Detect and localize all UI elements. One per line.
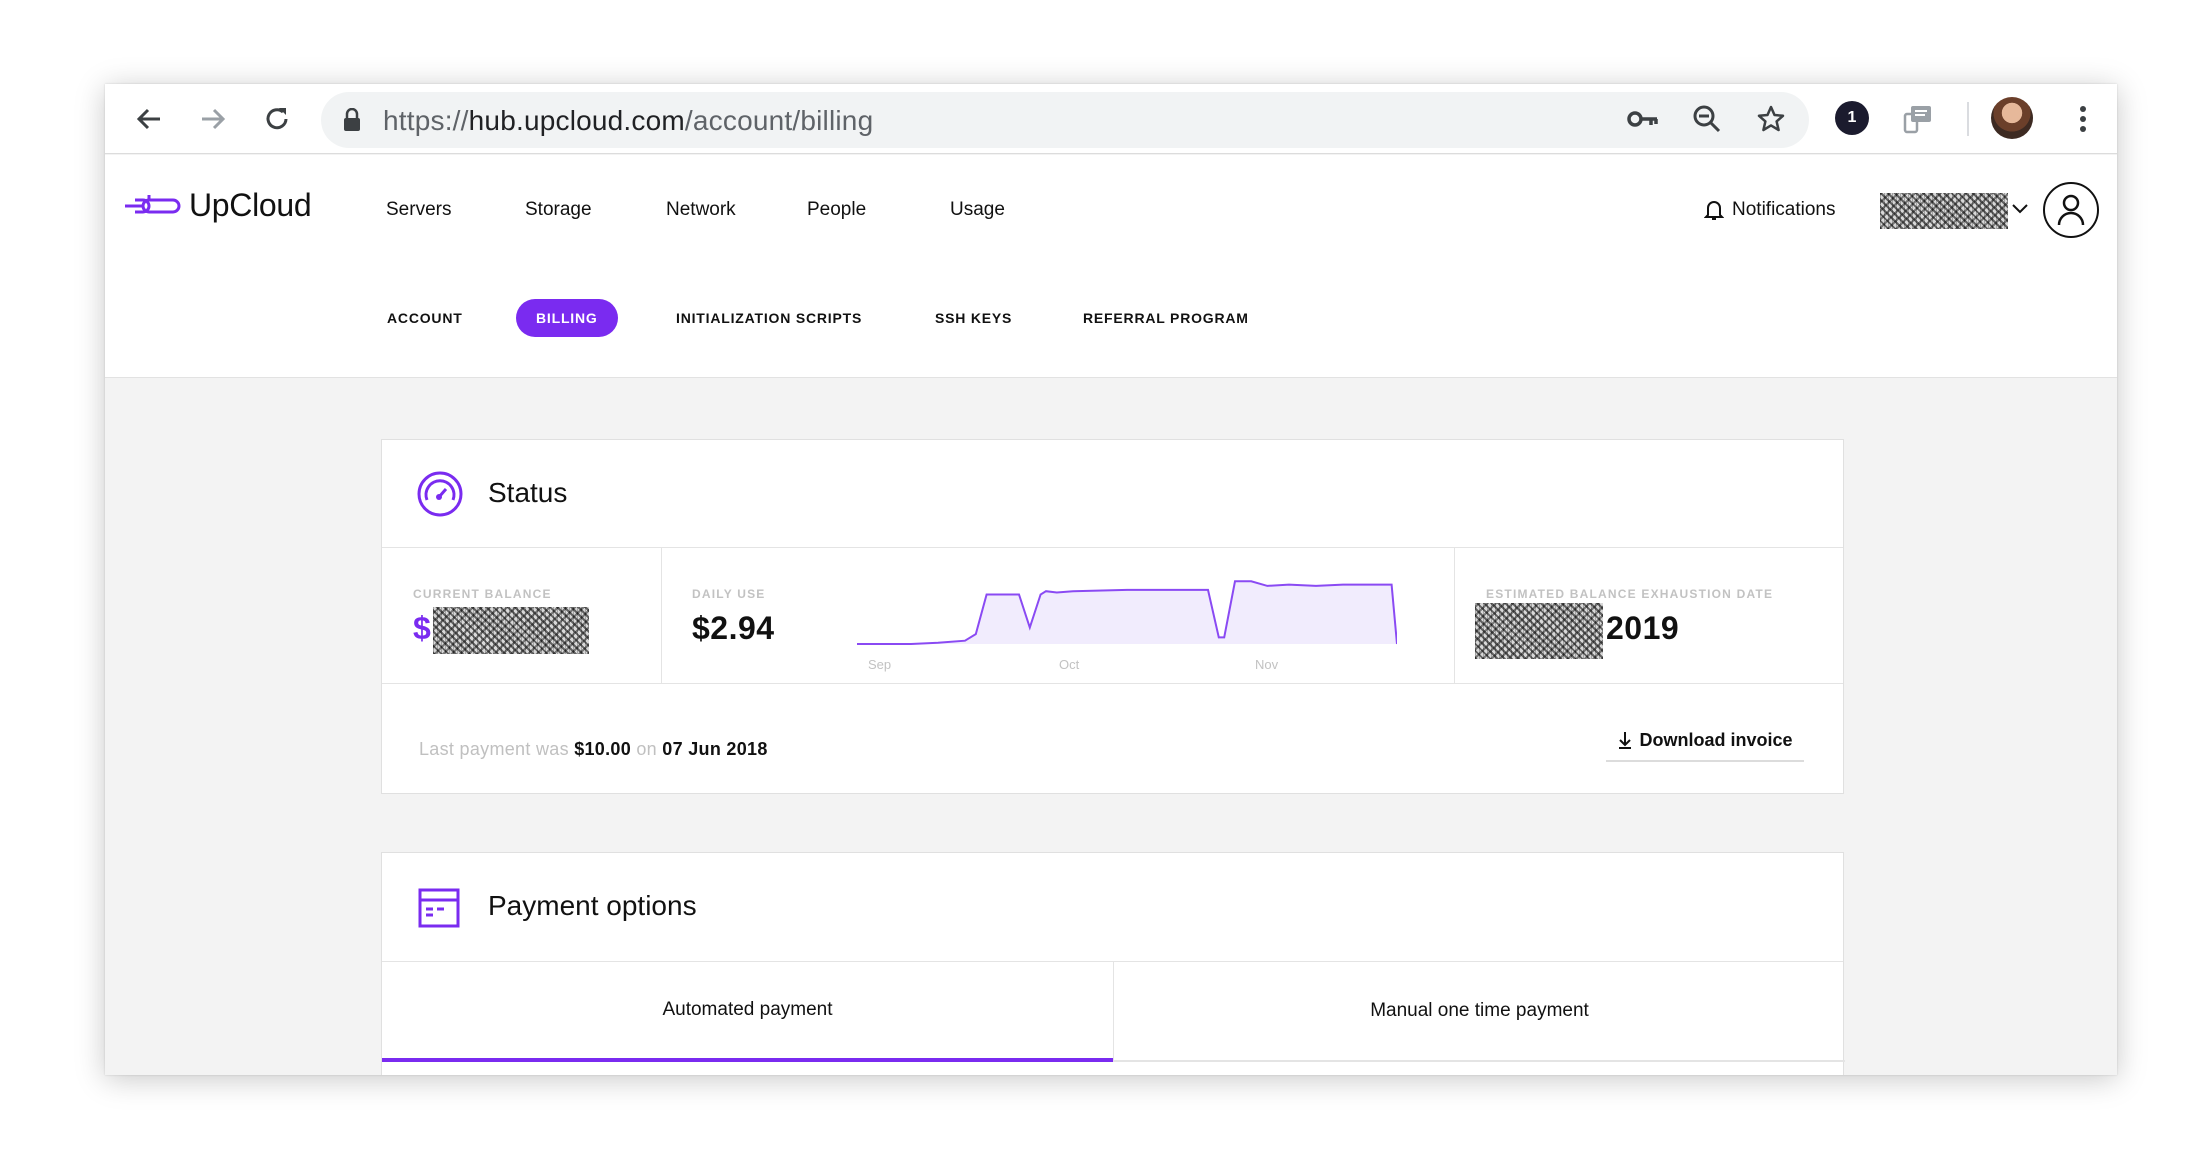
key-icon: [1627, 111, 1658, 127]
star-icon: [1757, 105, 1785, 132]
divider: [382, 547, 1843, 548]
download-icon: [1619, 732, 1632, 749]
payment-options-title: Payment options: [488, 890, 697, 921]
divider: [661, 547, 662, 683]
x-tick-sep: Sep: [868, 657, 892, 672]
download-invoice-label: Download invoice: [1639, 729, 1793, 750]
url-host: hub.upcloud.com: [468, 105, 685, 136]
account-name-redacted[interactable]: [1880, 193, 2008, 229]
download-invoice-button[interactable]: Download invoice: [1606, 720, 1804, 762]
daily-use-chart: [857, 580, 1397, 645]
subnav-ssh-keys[interactable]: SSH KEYS: [935, 310, 1013, 326]
upcloud-logo[interactable]: UpCloud: [123, 187, 312, 224]
nav-servers[interactable]: Servers: [386, 199, 452, 220]
url-path: /account/billing: [684, 105, 874, 136]
address-bar[interactable]: https://hub.upcloud.com/account/billing: [321, 92, 1809, 148]
chevron-down-icon[interactable]: [2011, 203, 2029, 215]
toolbar-separator: [1967, 102, 1969, 136]
app-header: UpCloud Servers Storage Network People U…: [105, 155, 2117, 378]
logo-text: UpCloud: [189, 187, 312, 223]
nav-storage[interactable]: Storage: [525, 199, 592, 220]
extension-icon: [1903, 106, 1931, 134]
divider: [1454, 547, 1455, 683]
last-payment-date: 07 Jun 2018: [662, 739, 768, 759]
nav-usage[interactable]: Usage: [950, 199, 1005, 220]
password-key-button[interactable]: [1623, 99, 1663, 139]
daily-use-area: [857, 581, 1397, 644]
browser-toolbar: https://hub.upcloud.com/account/billing …: [105, 84, 2117, 154]
daily-use-label: DAILY USE: [692, 587, 766, 601]
divider: [382, 961, 1843, 962]
bookmark-button[interactable]: [1751, 99, 1791, 139]
bell-icon: [1704, 201, 1724, 220]
notifications-label: Notifications: [1732, 199, 1836, 220]
credit-card-icon: [418, 888, 460, 928]
upcloud-logo-icon: [125, 194, 181, 213]
current-balance-redacted: [433, 607, 589, 654]
x-tick-oct: Oct: [1059, 657, 1080, 672]
subnav-initialization-scripts[interactable]: INITIALIZATION SCRIPTS: [676, 310, 863, 326]
last-payment-amount: $10.00: [574, 739, 632, 759]
subnav-billing[interactable]: BILLING: [516, 299, 618, 337]
exhaustion-date-label: ESTIMATED BALANCE EXHAUSTION DATE: [1486, 587, 1774, 601]
zoom-out-icon: [1693, 105, 1721, 133]
url-scheme: https://: [383, 105, 469, 136]
password-manager-extension[interactable]: 1: [1835, 101, 1869, 135]
divider: [382, 683, 1843, 684]
forward-button[interactable]: [193, 99, 233, 139]
reload-button[interactable]: [257, 99, 297, 139]
subnav-referral-program[interactable]: REFERRAL PROGRAM: [1083, 310, 1249, 326]
payment-options-card: Payment options Automated payment Manual…: [381, 852, 1845, 1075]
browser-menu-button[interactable]: [2063, 99, 2103, 139]
notifications-button[interactable]: Notifications: [1704, 199, 1836, 221]
lock-icon: [344, 108, 360, 131]
divider: [1113, 962, 1114, 1062]
x-tick-nov: Nov: [1255, 657, 1279, 672]
subnav-account[interactable]: ACCOUNT: [387, 310, 463, 326]
last-payment-prefix: Last payment was: [419, 739, 569, 759]
user-icon: [2057, 194, 2085, 226]
current-balance-label: CURRENT BALANCE: [413, 587, 552, 601]
arrow-left-icon: [136, 108, 160, 130]
arrow-right-icon: [202, 108, 226, 130]
status-card: Status CURRENT BALANCE $ DAILY USE $2.94…: [381, 439, 1844, 794]
current-balance-currency: $: [413, 610, 432, 646]
zoom-button[interactable]: [1687, 99, 1727, 139]
nav-people[interactable]: People: [807, 199, 867, 220]
tab-automated-payment[interactable]: Automated payment: [382, 962, 1113, 1062]
last-payment-on: on: [636, 739, 657, 759]
nav-network[interactable]: Network: [666, 199, 736, 220]
tab-manual-one-time-payment[interactable]: Manual one time payment: [1114, 962, 1845, 1062]
extension-button[interactable]: [1898, 99, 1938, 139]
exhaustion-year: 2019: [1606, 610, 1680, 646]
back-button[interactable]: [129, 99, 169, 139]
profile-avatar[interactable]: [1991, 97, 2033, 139]
user-menu-button[interactable]: [2043, 182, 2099, 238]
url-text: https://hub.upcloud.com/account/billing: [383, 105, 873, 137]
gauge-icon: [417, 471, 463, 517]
daily-use-line: [857, 580, 1397, 645]
daily-use-value: $2.94: [692, 610, 775, 646]
more-vertical-icon: [2080, 106, 2086, 132]
status-title: Status: [488, 477, 568, 508]
reload-icon: [266, 108, 288, 130]
last-payment-text: Last payment was $10.00 on 07 Jun 2018: [419, 739, 768, 760]
browser-window: https://hub.upcloud.com/account/billing …: [105, 84, 2117, 1075]
exhaustion-date-redacted: [1475, 603, 1603, 659]
